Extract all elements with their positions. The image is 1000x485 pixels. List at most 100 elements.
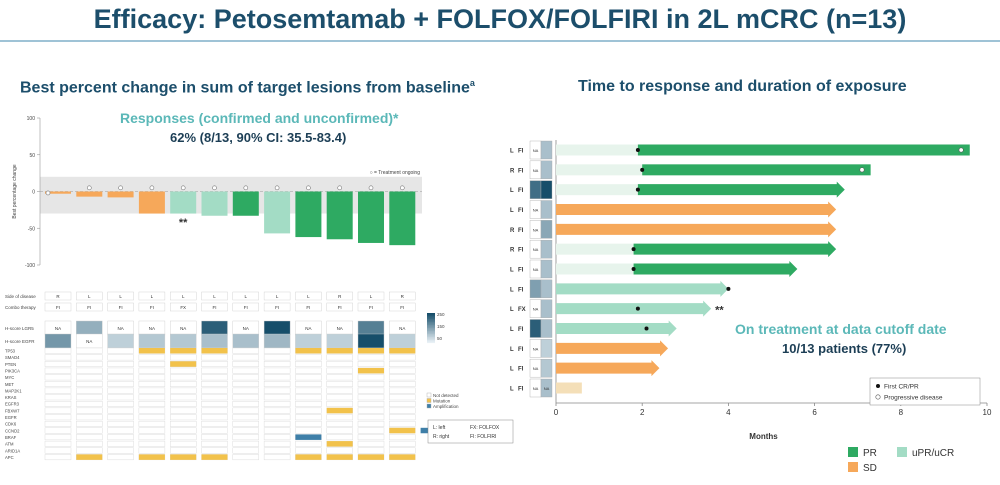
lgr5-cell-label: NA bbox=[337, 326, 343, 331]
waterfall-y-tick-label: 0 bbox=[32, 190, 35, 196]
swimmer-title: Time to response and duration of exposur… bbox=[578, 78, 907, 95]
therapy-cell bbox=[201, 302, 228, 312]
ongoing-marker bbox=[368, 185, 374, 191]
mutation-cell bbox=[358, 348, 384, 354]
patient-therapy-label: FI bbox=[518, 387, 524, 393]
gene-cell bbox=[326, 420, 353, 427]
side-cell bbox=[44, 291, 72, 301]
swimmer-egfr-cell bbox=[540, 259, 553, 279]
gene-cell bbox=[138, 427, 166, 434]
waterfall-bar bbox=[232, 191, 259, 216]
gene-cell bbox=[138, 394, 166, 401]
swimmer-pre-response-bar bbox=[556, 144, 638, 156]
gene-cell bbox=[169, 434, 197, 441]
gene-cell bbox=[107, 447, 134, 454]
hscore-scale-segment bbox=[427, 329, 435, 332]
therapy-cell-label: FI bbox=[338, 305, 342, 310]
gene-cell bbox=[295, 387, 322, 394]
gene-cell bbox=[138, 401, 166, 407]
therapy-cell-label: FI bbox=[213, 305, 217, 310]
patient-therapy-label: FI bbox=[518, 168, 524, 174]
gene-cell bbox=[107, 440, 134, 447]
gene-cell bbox=[389, 361, 416, 367]
gene-cell bbox=[169, 367, 197, 374]
gene-cell bbox=[389, 387, 416, 394]
on-treatment-heading: On treatment at data cutoff date bbox=[735, 321, 947, 337]
gene-cell bbox=[357, 354, 385, 361]
gene-cell bbox=[295, 381, 322, 387]
gene-cell bbox=[76, 367, 103, 374]
side-cell-label: L bbox=[88, 294, 91, 299]
gene-cell bbox=[295, 394, 322, 401]
swimmer-lgr5-label: NA bbox=[533, 148, 539, 153]
hscore-scale-segment bbox=[427, 331, 435, 333]
gene-cell bbox=[295, 447, 322, 454]
response-legend-label: uPR/uCR bbox=[912, 448, 954, 459]
waterfall-title: Best percent change in sum of target les… bbox=[20, 78, 475, 97]
gene-cell bbox=[201, 434, 228, 441]
lgr5-cell bbox=[201, 320, 228, 336]
gene-cell bbox=[326, 367, 353, 374]
gene-cell bbox=[44, 447, 72, 454]
egfr-cell bbox=[107, 333, 134, 349]
lgr5-cell-label: NA bbox=[149, 326, 155, 331]
mutation-cell bbox=[389, 427, 416, 434]
ongoing-marker bbox=[212, 185, 217, 191]
gene-cell bbox=[295, 361, 322, 367]
mutation-cell bbox=[358, 367, 384, 374]
hscore-scale-label: 50 bbox=[437, 336, 443, 341]
swimmer-egfr-cell bbox=[540, 339, 553, 358]
swimmer-ongoing-bar bbox=[556, 360, 660, 377]
gene-cell bbox=[44, 361, 72, 367]
gene-label: ATM bbox=[5, 442, 14, 447]
waterfall-y-tick-label: -100 bbox=[25, 263, 35, 269]
gene-cell bbox=[169, 394, 197, 401]
waterfall-legend-ongoing: ○ = Treatment ongoing bbox=[370, 170, 421, 176]
gene-label: BRAF bbox=[5, 435, 17, 440]
patient-side-label: L bbox=[510, 188, 514, 194]
mutation-legend-label: Mutation bbox=[433, 399, 451, 404]
first-response-marker bbox=[726, 286, 731, 291]
first-response-legend-icon bbox=[876, 384, 880, 388]
gene-cell bbox=[295, 401, 322, 407]
gene-cell bbox=[326, 434, 353, 441]
swimmer-egfr-cell bbox=[540, 140, 553, 160]
patient-side-label: R bbox=[510, 228, 515, 234]
ongoing-marker bbox=[87, 185, 92, 191]
swimmer-egfr-cell bbox=[540, 378, 553, 398]
response-legend-swatch bbox=[897, 447, 907, 457]
side-cell bbox=[138, 291, 166, 301]
annotation-row-label: Combo therapy bbox=[5, 305, 37, 310]
patient-therapy-label: FI bbox=[518, 268, 524, 274]
gene-cell bbox=[357, 381, 385, 387]
gene-label: EGFR bbox=[5, 415, 17, 420]
egfr-cell bbox=[295, 333, 322, 349]
hscore-scale-segment bbox=[427, 322, 435, 324]
gene-cell bbox=[138, 367, 166, 374]
gene-cell bbox=[44, 407, 72, 414]
gene-cell bbox=[263, 434, 291, 441]
therapy-cell bbox=[295, 302, 322, 312]
swimmer-lgr5-cell bbox=[529, 319, 542, 338]
gene-cell bbox=[232, 427, 260, 434]
lgr5-cell-label: NA bbox=[305, 326, 311, 331]
therapy-cell bbox=[389, 302, 416, 312]
patient-side-label: R bbox=[510, 168, 515, 174]
patient-therapy-label: FI bbox=[518, 327, 524, 333]
mutation-cell bbox=[326, 441, 353, 447]
response-legend-swatch bbox=[848, 447, 858, 457]
gene-cell bbox=[263, 387, 291, 394]
gene-cell bbox=[201, 407, 228, 414]
gene-cell bbox=[107, 387, 134, 394]
mutation-cell bbox=[326, 407, 353, 414]
gene-cell bbox=[295, 414, 322, 421]
gene-cell bbox=[44, 394, 72, 401]
gene-cell bbox=[76, 434, 103, 441]
mutation-cell bbox=[201, 348, 228, 354]
lgr5-cell bbox=[76, 320, 103, 336]
annotation-row-label: H-score LGR5 bbox=[5, 326, 34, 331]
gene-cell bbox=[263, 394, 291, 401]
gene-cell bbox=[263, 420, 291, 427]
mutation-cell bbox=[389, 454, 416, 460]
egfr-cell bbox=[389, 333, 416, 349]
